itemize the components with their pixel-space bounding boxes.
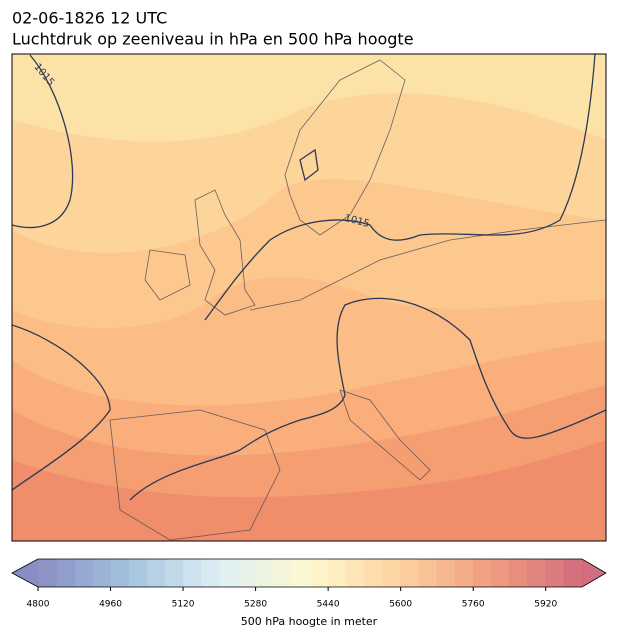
colorbar-bin (527, 559, 547, 587)
colorbar-bin (273, 559, 293, 587)
isobars (12, 54, 606, 501)
colorbar-bin (74, 559, 93, 587)
colorbar-bin (455, 559, 474, 587)
colorbar-tick-label: 4960 (99, 600, 122, 610)
colorbar-bin (364, 559, 383, 587)
colorbar-bin (128, 559, 148, 587)
colorbar-tick-label: 4800 (27, 600, 50, 610)
colorbar-bin (310, 559, 329, 587)
colorbar-bin (56, 559, 75, 587)
colorbar-bin (563, 559, 583, 587)
colorbar-bin (346, 559, 365, 587)
colorbar-bin (436, 559, 456, 587)
map: 1015 1015 (12, 54, 606, 541)
colorbar-bin (255, 559, 275, 587)
colorbar-bin (201, 559, 220, 587)
colorbar-bin (183, 559, 202, 587)
colorbar: 4800 4960 5120 5280 5440 5600 5760 5920 (11, 558, 607, 610)
colorbar-bin (146, 559, 166, 587)
colorbar-bin (164, 559, 184, 587)
colorbar-bin (38, 559, 57, 587)
map-frame (11, 53, 607, 542)
colorbar-bin (491, 559, 510, 587)
colorbar-bin (473, 559, 492, 587)
colorbar-extend-high (582, 559, 606, 587)
colorbar-extend-low (12, 559, 38, 587)
band (12, 440, 606, 541)
colorbar-bin (418, 559, 438, 587)
colorbar-bin (291, 559, 311, 587)
colorbar-tick-label: 5920 (534, 600, 557, 610)
colorbar-bin (219, 559, 238, 587)
colorbar-bin (92, 559, 111, 587)
colorbar-bin (382, 559, 401, 587)
colorbar-tick-label: 5600 (389, 600, 412, 610)
colorbar-tick-label: 5280 (244, 600, 267, 610)
colorbar-bin (545, 559, 565, 587)
colorbar-tick-label: 5760 (462, 600, 485, 610)
colorbar-bin (110, 559, 129, 587)
colorbar-tick-label: 5440 (317, 600, 340, 610)
date-title: 02-06-1826 12 UTC (12, 9, 167, 28)
colorbar-bin (237, 559, 256, 587)
colorbar-outline (11, 558, 607, 588)
map-title: Luchtdruk op zeeniveau in hPa en 500 hPa… (12, 30, 414, 49)
colorbar-bin (400, 559, 420, 587)
colorbar-tick-label: 5120 (172, 600, 195, 610)
colorbar-bin (328, 559, 347, 587)
coastlines (109, 59, 606, 541)
colorbar-bin (509, 559, 528, 587)
colorbar-label: 500 hPa hoogte in meter (241, 615, 378, 628)
